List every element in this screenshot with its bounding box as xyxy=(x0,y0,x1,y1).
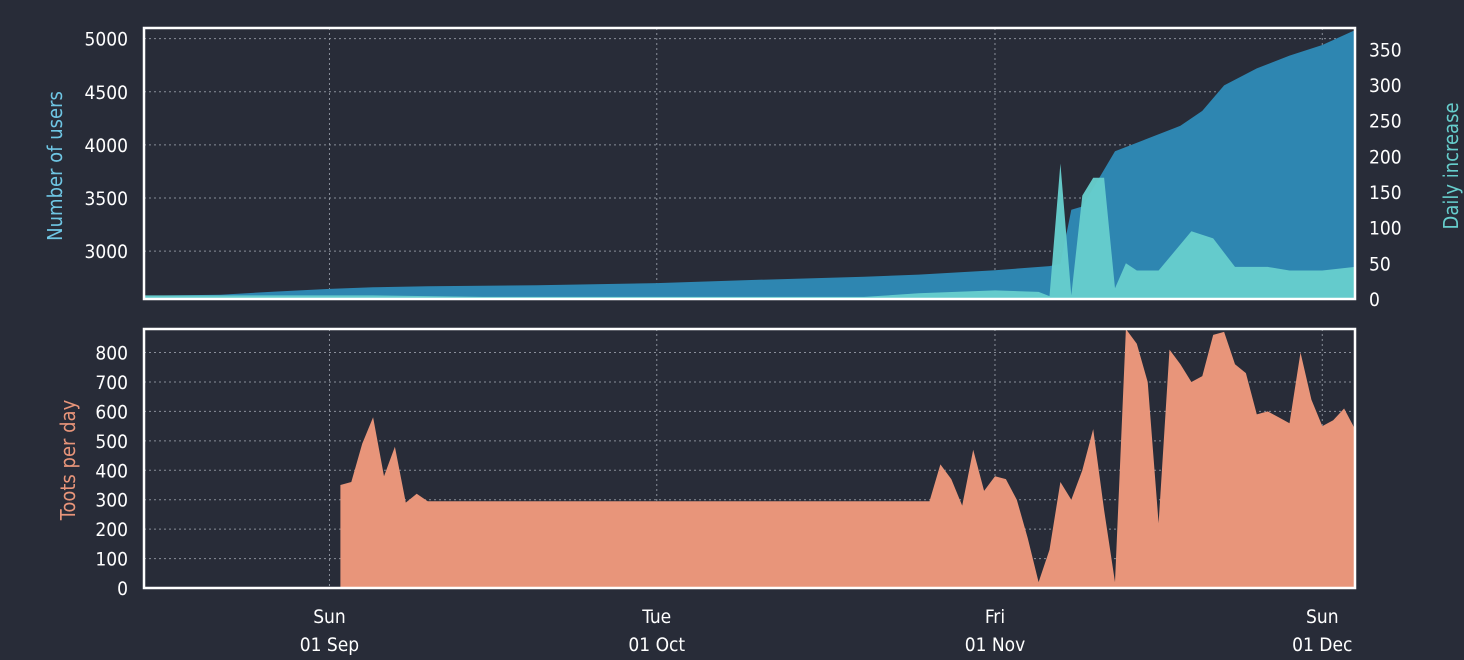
daily-increase-tick-label: 150 xyxy=(1369,182,1402,204)
toots-tick-label: 200 xyxy=(95,519,128,541)
users-chart-marks xyxy=(144,30,1355,299)
date-tick-label: 01 Sep xyxy=(300,634,359,656)
users-tick-label: 3000 xyxy=(85,241,129,263)
toots-axis-ticks: 0 100 200 300 400 500 600 700 800 xyxy=(95,343,128,600)
toots-tick-label: 800 xyxy=(95,343,128,365)
date-axis-ticks: Sun 01 Sep Tue 01 Oct Fri 01 Nov Sun 01 Dec xyxy=(300,606,1353,656)
daily-increase-tick-label: 50 xyxy=(1369,253,1391,275)
toots-axis-label: Toots per day xyxy=(56,399,80,521)
toots-tick-label: 0 xyxy=(117,578,128,600)
date-tick-weekday: Sun xyxy=(313,606,346,628)
toots-tick-label: 400 xyxy=(95,460,128,482)
daily-increase-tick-label: 350 xyxy=(1369,39,1402,61)
users-tick-label: 4500 xyxy=(85,82,129,104)
date-tick-weekday: Fri xyxy=(985,606,1005,628)
daily-increase-tick-label: 250 xyxy=(1369,111,1402,133)
toots-tick-label: 300 xyxy=(95,490,128,512)
daily-increase-axis-ticks: 0 50 100 150 200 250 300 350 xyxy=(1369,39,1402,311)
toots-tick-label: 100 xyxy=(95,549,128,571)
toots-chart: 0 100 200 300 400 500 600 700 800 Sun 01 Sep Tue 01… xyxy=(56,327,1357,656)
users-chart-frame xyxy=(142,26,1357,301)
users-tick-label: 5000 xyxy=(85,29,129,51)
toots-chart-frame xyxy=(142,327,1357,590)
daily-increase-tick-label: 0 xyxy=(1369,289,1380,311)
users-axis-label: Number of users xyxy=(43,91,67,241)
toots-tick-label: 700 xyxy=(95,372,128,394)
toots-tick-label: 500 xyxy=(95,431,128,453)
daily-increase-tick-label: 300 xyxy=(1369,75,1402,97)
users-tick-label: 3500 xyxy=(85,188,129,210)
date-tick-label: 01 Nov xyxy=(965,634,1026,656)
users-chart-grid xyxy=(144,28,1355,299)
toots-area xyxy=(340,329,1355,588)
users-chart: 3000 3500 4000 4500 5000 0 50 100 150 200 250 300 3… xyxy=(43,26,1463,311)
date-tick-label: 01 Dec xyxy=(1292,634,1352,656)
users-tick-label: 4000 xyxy=(85,135,129,157)
date-tick-weekday: Tue xyxy=(641,606,671,628)
daily-increase-axis-label: Daily increase xyxy=(1439,102,1463,229)
users-axis-ticks: 3000 3500 4000 4500 5000 xyxy=(85,29,129,264)
date-tick-weekday: Sun xyxy=(1306,606,1339,628)
date-tick-label: 01 Oct xyxy=(628,634,685,656)
daily-increase-area xyxy=(144,163,1355,299)
daily-increase-tick-label: 200 xyxy=(1369,146,1402,168)
toots-chart-marks xyxy=(340,329,1355,588)
daily-increase-tick-label: 100 xyxy=(1369,218,1402,240)
toots-tick-label: 600 xyxy=(95,401,128,423)
